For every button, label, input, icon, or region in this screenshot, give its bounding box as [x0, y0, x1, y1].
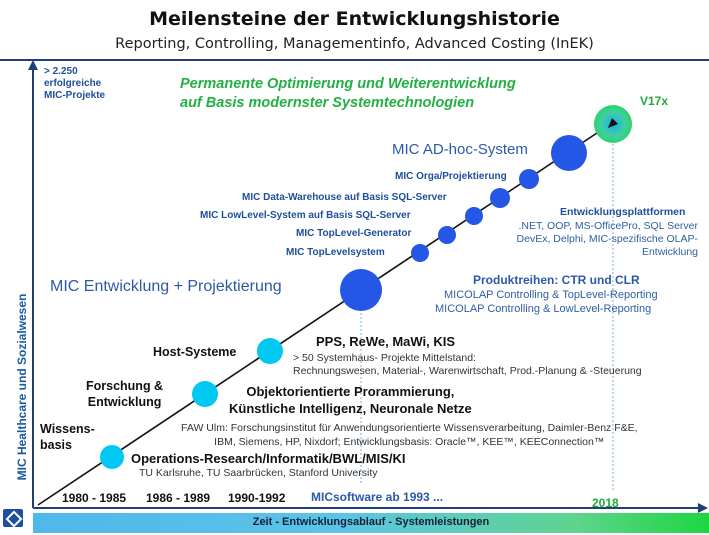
milestone-wissensbasis [100, 445, 124, 469]
module-adhoc: MIC AD-hoc-System [392, 141, 528, 158]
mic-entwicklung-label: MIC Entwicklung + Projektierung [50, 278, 282, 295]
micsoftware-label: MICsoftware ab 1993 ... [311, 490, 444, 504]
phase-or-text: TU Karlsruhe, TU Saarbrücken, Stanford U… [139, 467, 378, 479]
milestone-toplevel-generator [438, 226, 456, 244]
side-label: MIC Healthcare und Sozialwesen [15, 293, 29, 481]
y-axis-arrowhead [28, 60, 38, 70]
platforms-body: .NET, OOP, MS-OfficePro, SQL Server DevE… [516, 220, 698, 258]
milestone-orga [519, 169, 539, 189]
projects-count: > 2.250 erfolgreiche MIC-Projekte [44, 66, 106, 101]
bottom-bar-label: Zeit - Entwicklungsablauf - Systemleistu… [252, 516, 490, 528]
module-orga: MIC Orga/Projektierung [395, 171, 507, 182]
growth-line [37, 126, 607, 506]
phase-wissensbasis: Wissens- basis [40, 422, 95, 452]
produktreihen-line-2: MICOLAP Controlling & LowLevel-Reporting [435, 303, 652, 315]
title: Meilensteine der Entwicklungshistorie [149, 8, 560, 30]
module-toplevel-generator: MIC TopLevel-Generator [296, 228, 412, 239]
produktreihen-title: Produktreihen: CTR und CLR [473, 273, 640, 287]
logo [3, 509, 23, 527]
phase-or-title: Operations-Research/Informatik/BWL/MIS/K… [131, 451, 406, 466]
platforms-title: Entwicklungsplattformen [560, 206, 686, 218]
year-2018-label: 2018 [592, 496, 619, 510]
phase-ai-text: FAW Ulm: Forschungsinstitut für Anwendun… [181, 422, 638, 448]
phase-forschung: Forschung & Entwicklung [86, 379, 164, 409]
milestone-forschung [192, 381, 218, 407]
bottom-bar [33, 513, 709, 533]
phase-ai-title: Objektorientierte Prorammierung, Künstli… [229, 384, 472, 416]
subtitle: Reporting, Controlling, Managementinfo, … [115, 36, 594, 52]
milestone-toplevelsystem [411, 244, 429, 262]
headline: Permanente Optimierung und Weiterentwick… [180, 76, 516, 111]
year-1990-1992: 1990-1992 [228, 491, 286, 505]
year-1986-1989: 1986 - 1989 [146, 491, 211, 505]
milestone-mic-entwicklung [340, 269, 382, 311]
year-1980-1985: 1980 - 1985 [62, 491, 127, 505]
phase-pps-title: PPS, ReWe, MaWi, KIS [316, 334, 456, 349]
module-data-warehouse: MIC Data-Warehouse auf Basis SQL-Server [242, 192, 447, 203]
version-label: V17x [640, 94, 669, 108]
phase-pps-text: > 50 Systemhaus- Projekte Mittelstand: R… [293, 352, 642, 377]
milestone-host-systeme [257, 338, 283, 364]
milestone-data-warehouse [490, 188, 510, 208]
module-lowlevel: MIC LowLevel-System auf Basis SQL-Server [200, 210, 411, 221]
produktreihen-line-1: MICOLAP Controlling & TopLevel-Reporting [444, 289, 658, 301]
header-divider [0, 59, 709, 61]
milestone-lowlevel [465, 207, 483, 225]
module-toplevelsystem: MIC TopLevelsystem [286, 247, 385, 258]
v17x-arrowhead [608, 118, 618, 128]
x-axis-arrowhead [698, 503, 708, 513]
phase-host-systeme: Host-Systeme [153, 345, 237, 359]
milestone-adhoc [551, 135, 587, 171]
